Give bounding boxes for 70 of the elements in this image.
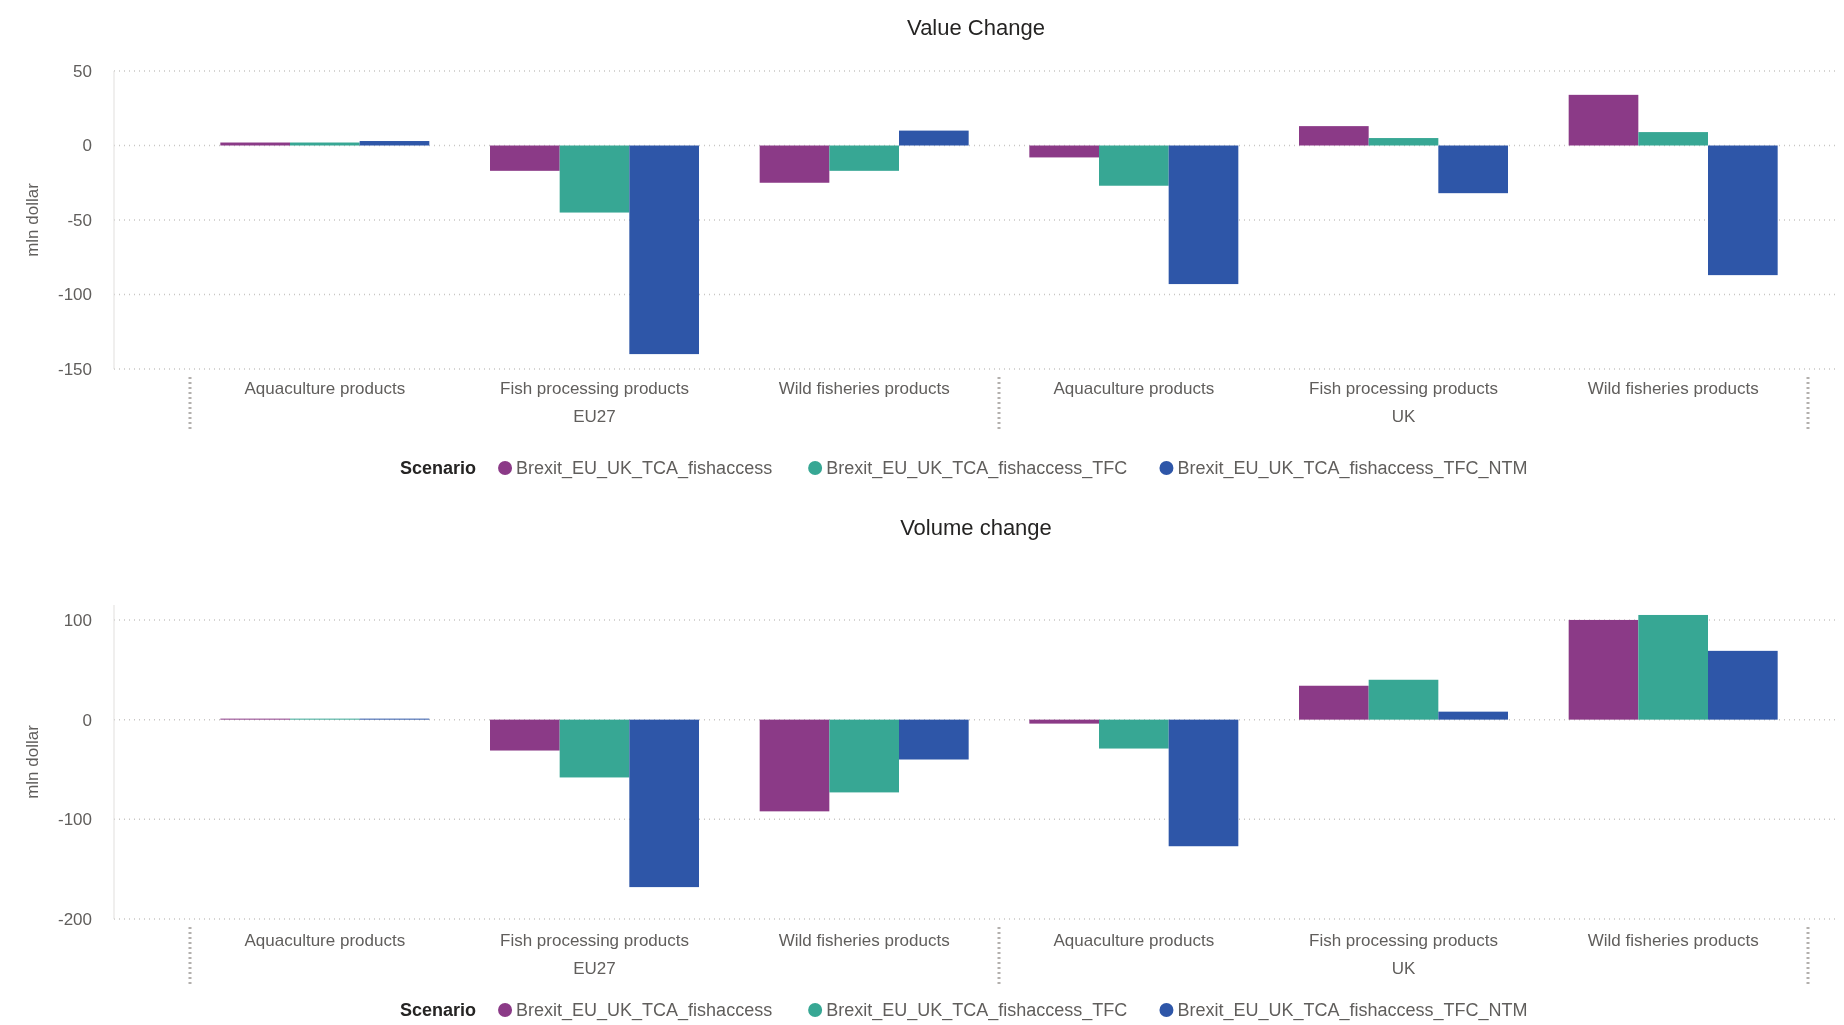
- y-tick-label: 100: [63, 610, 92, 630]
- y-tick-label: 50: [73, 61, 92, 81]
- bar: [1638, 132, 1708, 146]
- bar: [1438, 145, 1508, 194]
- bar: [629, 719, 699, 888]
- legend-label: Brexit_EU_UK_TCA_fishaccess_TFC_NTM: [1177, 1000, 1528, 1021]
- bar: [1368, 138, 1439, 146]
- bar: [1168, 719, 1239, 847]
- bar: [1568, 619, 1639, 720]
- bar: [490, 719, 560, 751]
- y-tick-label: -150: [57, 359, 92, 379]
- bar: [559, 145, 630, 213]
- bar: [1029, 145, 1099, 158]
- bar: [559, 719, 630, 778]
- bar: [1099, 719, 1169, 749]
- bar: [359, 141, 430, 146]
- text: EU27: [573, 407, 616, 426]
- bar: [899, 719, 969, 760]
- text: UK: [1391, 959, 1416, 978]
- bar: [1168, 145, 1239, 285]
- y-tick-label: -50: [67, 210, 92, 230]
- y-tick-label: -200: [57, 909, 92, 929]
- bar: [759, 145, 830, 183]
- y-tick-label: -100: [57, 810, 92, 830]
- bar: [1029, 719, 1099, 724]
- x-tick-label: Aquaculture products: [244, 379, 406, 398]
- y-tick-label: 0: [82, 710, 92, 730]
- bar: [490, 145, 560, 171]
- legend-title: Scenario: [400, 458, 477, 478]
- x-tick-label: Aquaculture products: [1053, 379, 1215, 398]
- x-tick-label: Fish processing products: [500, 379, 689, 398]
- bar: [1299, 685, 1369, 720]
- x-tick-label: Fish processing products: [500, 931, 689, 950]
- legend-label: Brexit_EU_UK_TCA_fishaccess_TFC_NTM: [1177, 458, 1528, 479]
- text: UK: [1391, 407, 1416, 426]
- x-tick-label: Aquaculture products: [244, 931, 406, 950]
- bar: [1368, 679, 1439, 720]
- legend-label: Brexit_EU_UK_TCA_fishaccess: [516, 1000, 773, 1021]
- bar: [759, 719, 830, 812]
- chart-title: Volume change: [900, 515, 1052, 540]
- text: EU27: [573, 959, 616, 978]
- x-tick-label: Fish processing products: [1309, 379, 1498, 398]
- y-axis-title: mln dollar: [23, 724, 42, 799]
- x-tick-label: Aquaculture products: [1053, 931, 1215, 950]
- chart-title: Value Change: [907, 15, 1045, 40]
- bar: [1568, 94, 1639, 146]
- x-tick-label: Wild fisheries products: [1587, 379, 1759, 398]
- bar: [290, 142, 360, 146]
- bar: [1708, 650, 1778, 720]
- legend-label: Brexit_EU_UK_TCA_fishaccess_TFC: [826, 1000, 1128, 1021]
- legend-title: Scenario: [400, 1000, 477, 1020]
- bar: [220, 142, 290, 146]
- bar: [899, 130, 969, 146]
- x-tick-label: Wild fisheries products: [1587, 931, 1759, 950]
- y-tick-label: -100: [57, 285, 92, 305]
- legend-label: Brexit_EU_UK_TCA_fishaccess_TFC: [826, 458, 1128, 479]
- x-tick-label: Wild fisheries products: [778, 379, 950, 398]
- bar: [1099, 145, 1169, 186]
- bar: [829, 719, 899, 793]
- y-tick-label: 0: [82, 136, 92, 156]
- bar: [1438, 711, 1508, 720]
- bar: [1708, 145, 1778, 276]
- bar: [1299, 126, 1369, 146]
- y-axis-title: mln dollar: [23, 182, 42, 257]
- bar: [829, 145, 899, 171]
- legend-label: Brexit_EU_UK_TCA_fishaccess: [516, 458, 773, 479]
- bar: [1638, 614, 1708, 720]
- x-tick-label: Wild fisheries products: [778, 931, 950, 950]
- bar: [629, 145, 699, 355]
- x-tick-label: Fish processing products: [1309, 931, 1498, 950]
